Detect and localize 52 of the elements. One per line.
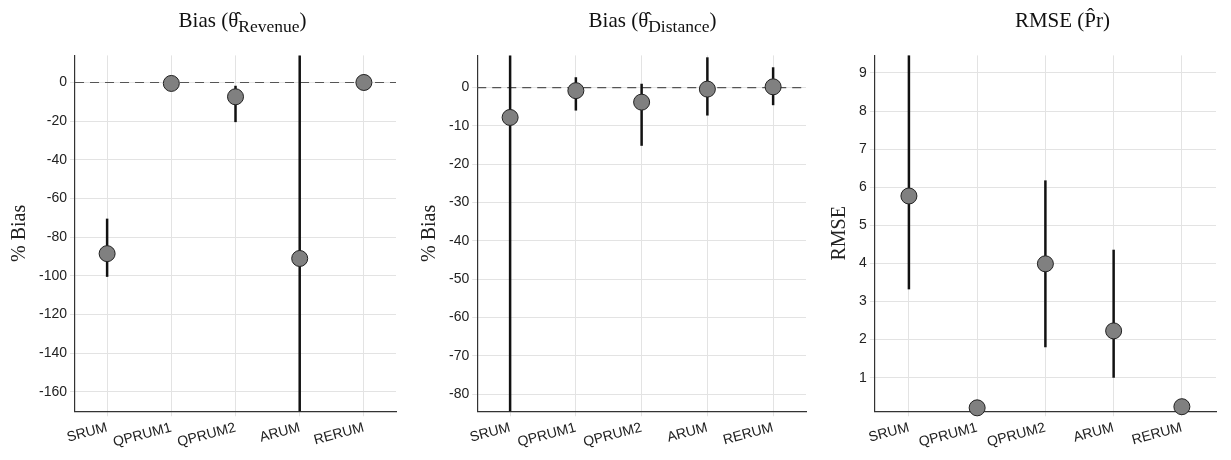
y-tick-label: -20 bbox=[46, 112, 68, 129]
y-tick-label: 5 bbox=[858, 216, 867, 233]
y-tick-label: 8 bbox=[858, 101, 867, 118]
point bbox=[1173, 398, 1191, 416]
x-tick-label: ARUM bbox=[665, 418, 710, 445]
y-axis-title: % Bias bbox=[7, 204, 30, 262]
y-tick-label: 0 bbox=[461, 78, 470, 95]
x-tick-label: SRUM bbox=[467, 418, 512, 445]
point bbox=[98, 245, 116, 263]
y-tick-label: -160 bbox=[38, 382, 68, 399]
x-tick-label: ARUM bbox=[257, 418, 302, 445]
point bbox=[355, 73, 373, 91]
y-tick-label: -20 bbox=[449, 155, 470, 172]
point bbox=[900, 187, 918, 205]
y-tick-label: 7 bbox=[858, 139, 867, 156]
y-tick-label: 1 bbox=[858, 368, 867, 385]
x-tick-label: SRUM bbox=[64, 418, 109, 445]
y-axis-title: RMSE bbox=[827, 206, 850, 261]
point bbox=[227, 88, 245, 106]
chart-title: RMSE (P̂r) bbox=[1013, 7, 1112, 34]
y-tick-label: -140 bbox=[38, 344, 68, 361]
y-tick-label: 0 bbox=[59, 73, 68, 90]
point bbox=[162, 74, 180, 92]
y-tick-label: -40 bbox=[449, 231, 470, 248]
x-tick-label: RERUM bbox=[311, 418, 366, 448]
y-tick-label: 4 bbox=[858, 254, 867, 271]
chart-title: Bias (θ̂$_{Distance}$) bbox=[587, 7, 718, 39]
y-tick-label: -60 bbox=[449, 308, 470, 325]
point bbox=[291, 249, 309, 267]
point bbox=[1105, 322, 1123, 340]
y-tick-label: -100 bbox=[38, 266, 68, 283]
y-tick-label: -30 bbox=[449, 193, 470, 210]
y-tick-label: -70 bbox=[449, 346, 470, 363]
x-tick-label: RERUM bbox=[721, 418, 775, 448]
y-tick-label: -60 bbox=[46, 189, 68, 206]
x-tick-label: SRUM bbox=[866, 418, 911, 445]
y-axis-title: % Bias bbox=[417, 204, 440, 262]
y-tick-label: -120 bbox=[38, 305, 68, 322]
x-tick-label: RERUM bbox=[1129, 418, 1184, 448]
y-tick-label: -80 bbox=[46, 228, 68, 245]
point bbox=[968, 399, 986, 417]
y-tick-label: -50 bbox=[449, 269, 470, 286]
y-tick-label: 9 bbox=[858, 63, 867, 80]
y-tick-label: 2 bbox=[858, 330, 867, 347]
y-tick-label: 6 bbox=[858, 178, 867, 195]
y-tick-label: -10 bbox=[449, 116, 470, 133]
y-tick-label: -40 bbox=[46, 150, 68, 167]
y-tick-label: 3 bbox=[858, 292, 867, 309]
point bbox=[1036, 255, 1054, 273]
chart-title: Bias (θ̂$_{Revenue}$) bbox=[177, 7, 308, 39]
y-tick-label: -80 bbox=[449, 384, 470, 401]
x-tick-label: ARUM bbox=[1071, 418, 1116, 445]
